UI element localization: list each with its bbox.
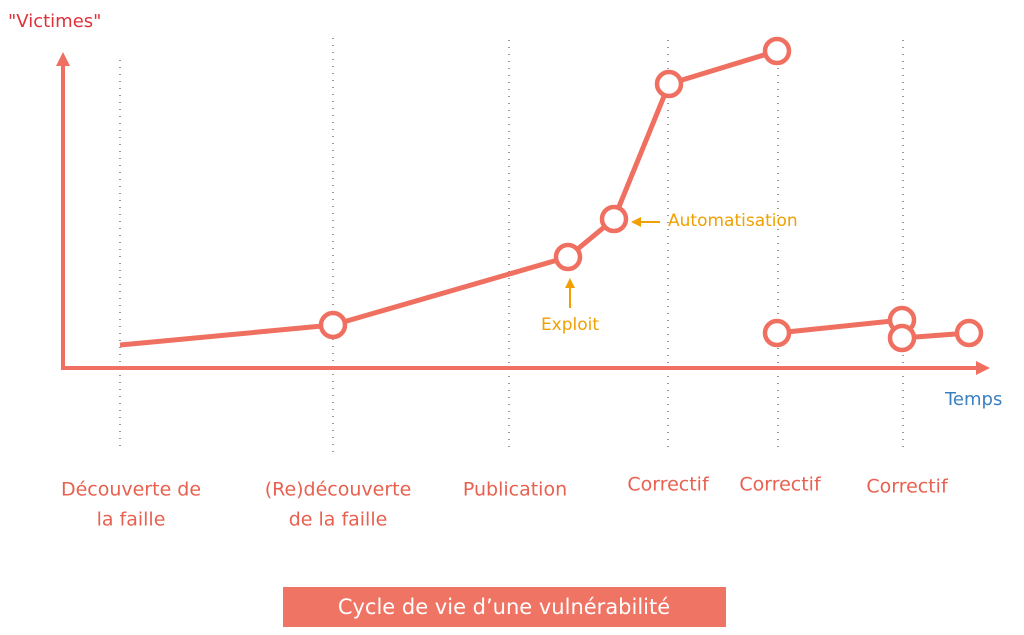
exploit-label: Exploit xyxy=(541,315,599,335)
stage-label: Publication xyxy=(463,479,567,501)
stage-label: de la faille xyxy=(289,509,388,531)
stage-label: Correctif xyxy=(739,474,822,496)
point xyxy=(553,242,583,272)
x-axis-label: Temps xyxy=(944,389,1002,410)
time-markers xyxy=(119,38,904,452)
x-arrow xyxy=(976,361,990,375)
point xyxy=(762,36,792,66)
automation-label: Automatisation xyxy=(668,211,798,231)
patched-curve xyxy=(776,317,903,336)
caption-box xyxy=(283,587,726,627)
automation-arrowhead xyxy=(631,217,641,227)
point xyxy=(887,323,917,353)
victims-curve xyxy=(119,48,778,348)
stage-labels: Découverte de la faille (Re)découverte d… xyxy=(61,474,949,531)
axes xyxy=(56,52,990,375)
point xyxy=(318,310,348,340)
point xyxy=(599,204,629,234)
stage-label: (Re)découverte xyxy=(265,479,412,501)
points xyxy=(318,36,984,353)
point xyxy=(654,69,684,99)
stage-label: Correctif xyxy=(866,476,949,498)
point xyxy=(762,318,792,348)
stage-label: Découverte de xyxy=(61,479,201,501)
exploit-arrowhead xyxy=(565,278,575,288)
point xyxy=(954,318,984,348)
stage-label: Correctif xyxy=(627,474,710,496)
y-arrow xyxy=(56,52,70,66)
y-axis-label: "Victimes" xyxy=(8,11,101,32)
caption: Cycle de vie d’une vulnérabilité xyxy=(338,595,670,619)
stage-label: la faille xyxy=(97,509,166,531)
